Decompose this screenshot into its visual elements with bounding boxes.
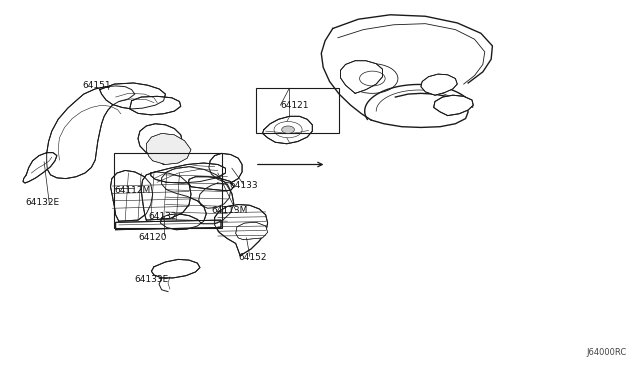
Polygon shape (151, 163, 225, 183)
Polygon shape (147, 134, 191, 164)
Polygon shape (262, 116, 312, 144)
Text: 64120: 64120 (138, 232, 166, 242)
Polygon shape (152, 259, 200, 278)
Text: 64112M: 64112M (115, 186, 150, 195)
Polygon shape (141, 172, 191, 220)
Text: J64000RC: J64000RC (586, 348, 627, 357)
Polygon shape (434, 95, 473, 116)
Bar (115, 153, 221, 228)
Text: 64151: 64151 (83, 81, 111, 90)
Text: 64132: 64132 (149, 212, 177, 221)
Text: 64132E: 64132E (25, 198, 59, 207)
Text: 64152: 64152 (238, 253, 267, 262)
Text: 64121: 64121 (280, 101, 309, 110)
Polygon shape (421, 74, 458, 95)
Polygon shape (111, 170, 153, 221)
Text: 64133E: 64133E (135, 275, 169, 284)
Polygon shape (23, 153, 57, 183)
Polygon shape (209, 153, 242, 183)
Circle shape (282, 126, 294, 134)
Polygon shape (100, 83, 166, 109)
Polygon shape (116, 220, 221, 230)
Polygon shape (47, 86, 135, 179)
Polygon shape (188, 177, 234, 190)
Polygon shape (214, 205, 268, 256)
Polygon shape (161, 167, 234, 230)
Polygon shape (198, 183, 230, 208)
Polygon shape (340, 61, 383, 93)
Polygon shape (138, 124, 182, 164)
Bar (256, 88, 339, 133)
Text: 64113M: 64113M (211, 206, 248, 215)
Polygon shape (236, 222, 268, 240)
Polygon shape (130, 96, 180, 115)
Text: 64133: 64133 (229, 181, 258, 190)
